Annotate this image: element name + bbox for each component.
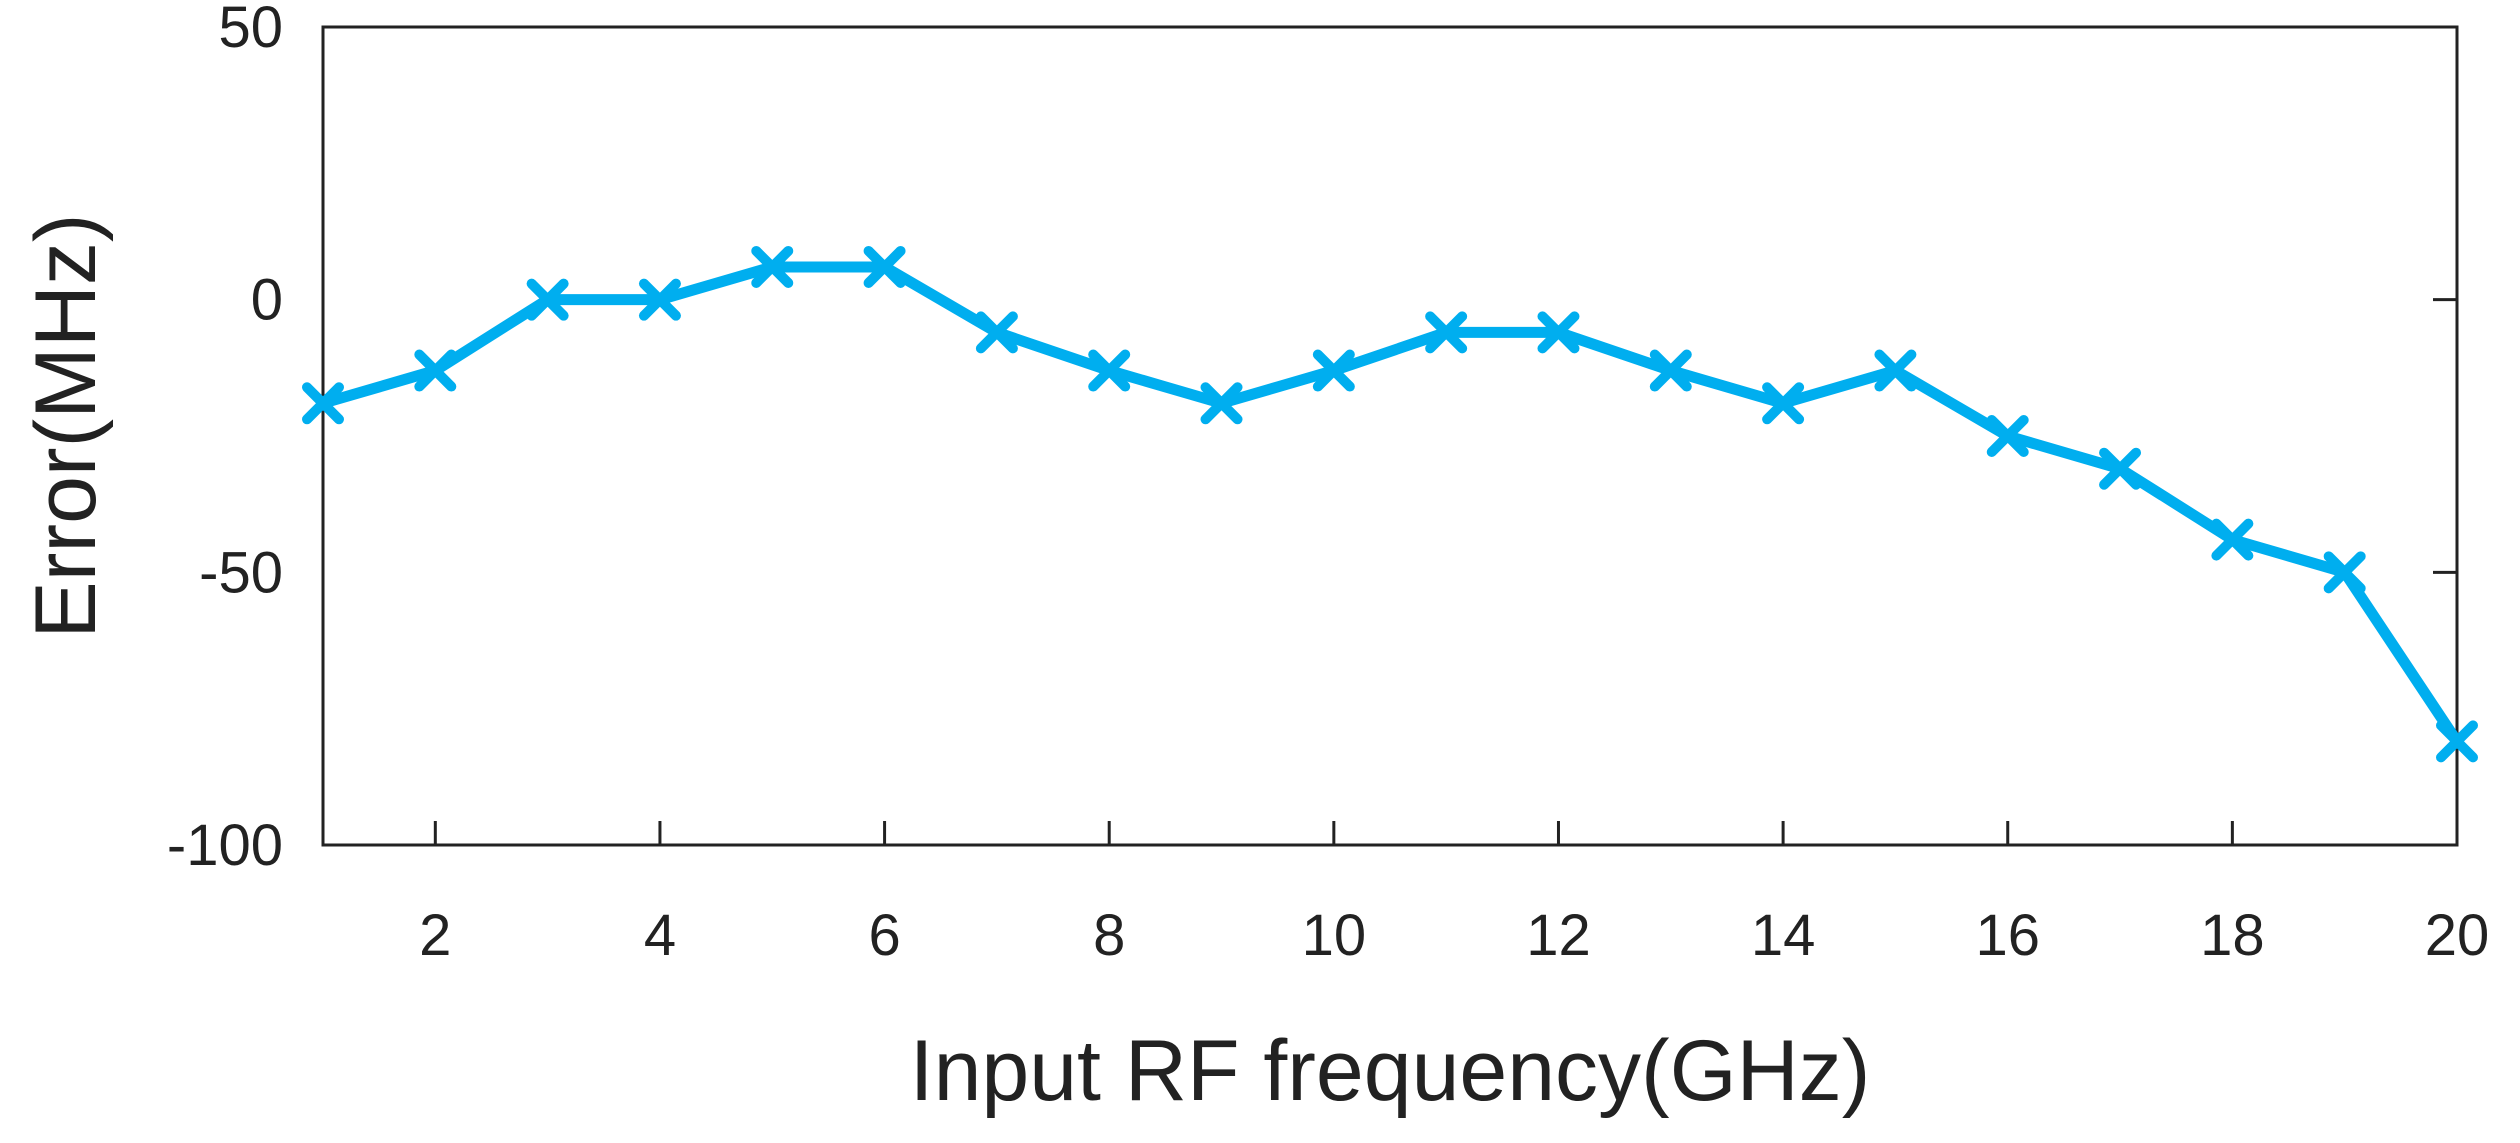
x-tick-label: 12: [1526, 903, 1591, 968]
data-point: [751, 245, 794, 288]
y-tick-label: 50: [218, 0, 283, 60]
data-point: [1649, 349, 1692, 392]
data-point: [1874, 349, 1917, 392]
y-tick-label: -100: [167, 813, 283, 878]
data-point: [2211, 518, 2254, 561]
y-axis-title: Error(MHz): [18, 213, 114, 638]
data-point: [414, 349, 457, 392]
x-tick-label: 10: [1302, 903, 1367, 968]
data-point: [1762, 382, 1805, 425]
x-tick-label: 6: [868, 903, 900, 968]
data-point: [1986, 415, 2029, 457]
data-point: [1537, 311, 1580, 354]
data-point: [2436, 720, 2478, 763]
data-point: [2099, 447, 2142, 490]
data-point: [1425, 311, 1468, 354]
y-axis: 50 0 -50 -100: [167, 0, 2457, 878]
data-point: [2323, 551, 2366, 594]
y-tick-label: -50: [199, 540, 283, 605]
data-point: [975, 311, 1018, 354]
data-point: [1200, 382, 1243, 425]
x-tick-label: 8: [1093, 903, 1125, 968]
data-point: [638, 278, 681, 321]
data-point: [863, 245, 906, 288]
data-point: [1312, 349, 1355, 392]
x-tick-label: 18: [2200, 903, 2265, 968]
data-point: [526, 278, 569, 321]
series-line: [317, 261, 2463, 747]
data-point: [1088, 349, 1131, 392]
plot-frame: [321, 25, 2459, 847]
y-tick-label: 0: [251, 268, 283, 333]
data-point: [302, 382, 344, 425]
x-tick-label: 4: [644, 903, 676, 968]
x-tick-label: 14: [1751, 903, 1816, 968]
x-tick-label: 16: [1975, 903, 2040, 968]
x-axis-title: Input RF frequency(GHz): [910, 1023, 1871, 1119]
x-axis: 2 4 6 8 10 12 14 16 18 20: [419, 821, 2489, 968]
x-tick-label: 20: [2425, 903, 2490, 968]
x-tick-label: 2: [419, 903, 451, 968]
series-layer: [302, 245, 2478, 763]
